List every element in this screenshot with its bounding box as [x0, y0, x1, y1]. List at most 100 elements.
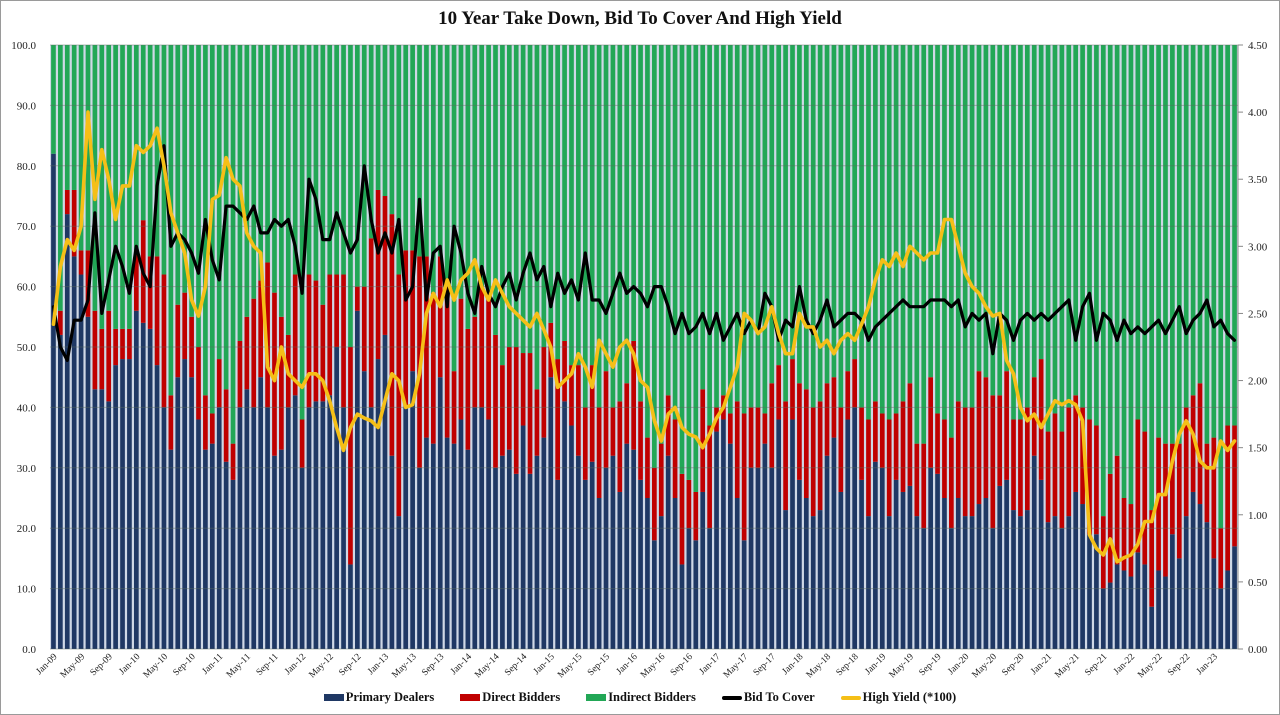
- bar-primary-dealers: [949, 528, 954, 649]
- bar-direct-bidders: [1176, 443, 1182, 559]
- bar-direct-bidders: [734, 401, 740, 498]
- bar-primary-dealers: [265, 407, 270, 649]
- bar-indirect-bidders: [341, 45, 346, 275]
- bar-direct-bidders: [596, 407, 602, 498]
- bar-indirect-bidders: [1045, 45, 1051, 432]
- bar-indirect-bidders: [1087, 45, 1092, 420]
- bar-direct-bidders: [686, 479, 692, 529]
- bar-indirect-bidders: [465, 45, 471, 329]
- bar-primary-dealers: [1170, 534, 1175, 649]
- bar-indirect-bidders: [140, 45, 146, 221]
- bar-direct-bidders: [513, 347, 519, 474]
- bar-direct-bidders: [962, 407, 968, 517]
- bar-primary-dealers: [665, 455, 671, 649]
- bar-direct-bidders: [348, 347, 353, 565]
- bar-direct-bidders: [223, 389, 229, 462]
- bar-indirect-bidders: [430, 45, 436, 293]
- bar-primary-dealers: [569, 425, 574, 649]
- bar-indirect-bidders: [976, 45, 982, 372]
- bar-indirect-bidders: [1190, 45, 1196, 396]
- bar-direct-bidders: [203, 395, 208, 450]
- bar-primary-dealers: [182, 359, 188, 649]
- bar-direct-bidders: [161, 274, 167, 408]
- bar-indirect-bidders: [1121, 45, 1127, 498]
- bar-direct-bidders: [527, 353, 533, 474]
- y-axis-left: 0.0 10.0 20.0 30.0 40.0 50.0 60.0 70.0 80.0 90.0 1…: [11, 40, 36, 656]
- bar-direct-bidders: [907, 383, 913, 486]
- bar-direct-bidders: [783, 401, 788, 511]
- bar-indirect-bidders: [541, 45, 547, 347]
- bar-direct-bidders: [638, 401, 643, 480]
- bar-primary-dealers: [748, 467, 754, 649]
- bar-direct-bidders: [182, 292, 188, 360]
- bar-direct-bidders: [700, 389, 706, 492]
- bar-primary-dealers: [1232, 546, 1237, 649]
- bar-direct-bidders: [389, 214, 395, 456]
- x-tick-label: May-19: [888, 652, 917, 681]
- bar-primary-dealers: [520, 425, 526, 649]
- bar-indirect-bidders: [797, 45, 802, 384]
- bar-primary-dealers: [244, 389, 250, 649]
- bar-indirect-bidders: [873, 45, 878, 402]
- bar-primary-dealers: [900, 491, 906, 649]
- bar-indirect-bidders: [638, 45, 643, 402]
- bar-indirect-bidders: [396, 45, 402, 275]
- bar-indirect-bidders: [1142, 45, 1148, 432]
- bar-primary-dealers: [92, 389, 98, 649]
- bar-primary-dealers: [403, 407, 409, 649]
- bar-primary-dealers: [1004, 479, 1009, 649]
- bar-primary-dealers: [838, 491, 844, 649]
- bar-primary-dealers: [292, 395, 298, 649]
- bar-primary-dealers: [942, 498, 947, 649]
- bar-direct-bidders: [265, 262, 270, 408]
- bar-direct-bidders: [58, 310, 63, 335]
- bar-direct-bidders: [244, 316, 250, 390]
- y-tick-label: 60.0: [17, 282, 37, 294]
- bar-indirect-bidders: [907, 45, 913, 384]
- bar-primary-dealers: [506, 449, 512, 649]
- bar-indirect-bidders: [617, 45, 623, 402]
- bar-direct-bidders: [106, 310, 112, 402]
- bar-direct-bidders: [1059, 431, 1065, 529]
- bar-direct-bidders: [78, 250, 84, 275]
- bar-direct-bidders: [1011, 419, 1016, 511]
- bar-indirect-bidders: [279, 45, 284, 317]
- bar-indirect-bidders: [741, 45, 747, 414]
- bar-indirect-bidders: [382, 45, 388, 196]
- bar-primary-dealers: [734, 498, 740, 649]
- bar-indirect-bidders: [1094, 45, 1099, 426]
- bar-indirect-bidders: [51, 45, 56, 154]
- bar-direct-bidders: [251, 298, 257, 408]
- bar-direct-bidders: [658, 443, 664, 517]
- bar-indirect-bidders: [962, 45, 968, 408]
- bar-primary-dealers: [990, 528, 996, 649]
- bar-direct-bidders: [873, 401, 878, 462]
- x-tick-label: Sep-13: [420, 652, 446, 678]
- bar-indirect-bidders: [451, 45, 457, 372]
- bar-direct-bidders: [258, 280, 264, 378]
- bar-primary-dealers: [1038, 479, 1044, 649]
- bar-primary-dealers: [1135, 552, 1141, 649]
- bar-primary-dealers: [424, 437, 429, 649]
- bar-direct-bidders: [1135, 419, 1141, 553]
- bar-direct-bidders: [230, 443, 236, 480]
- bar-indirect-bidders: [755, 45, 761, 408]
- bar-primary-dealers: [348, 564, 353, 649]
- bar-indirect-bidders: [997, 45, 1003, 396]
- line-high-yield: [51, 110, 1237, 564]
- bar-indirect-bidders: [803, 45, 809, 390]
- legend-swatch-high-yield: [840, 695, 861, 700]
- bar-primary-dealers: [776, 419, 782, 649]
- legend-swatch-bid-to-cover: [721, 695, 742, 700]
- bar-primary-dealers: [355, 310, 360, 649]
- bar-direct-bidders: [375, 189, 381, 360]
- bar-primary-dealers: [58, 334, 63, 649]
- x-tick-label: Jan-21: [1029, 652, 1054, 677]
- bar-direct-bidders: [382, 196, 388, 335]
- bar-primary-dealers: [1163, 576, 1168, 649]
- bar-primary-dealers: [486, 419, 491, 649]
- bar-primary-dealers: [209, 443, 215, 649]
- bar-primary-dealers: [71, 256, 77, 649]
- bar-primary-dealers: [1176, 558, 1182, 649]
- bar-indirect-bidders: [196, 45, 201, 347]
